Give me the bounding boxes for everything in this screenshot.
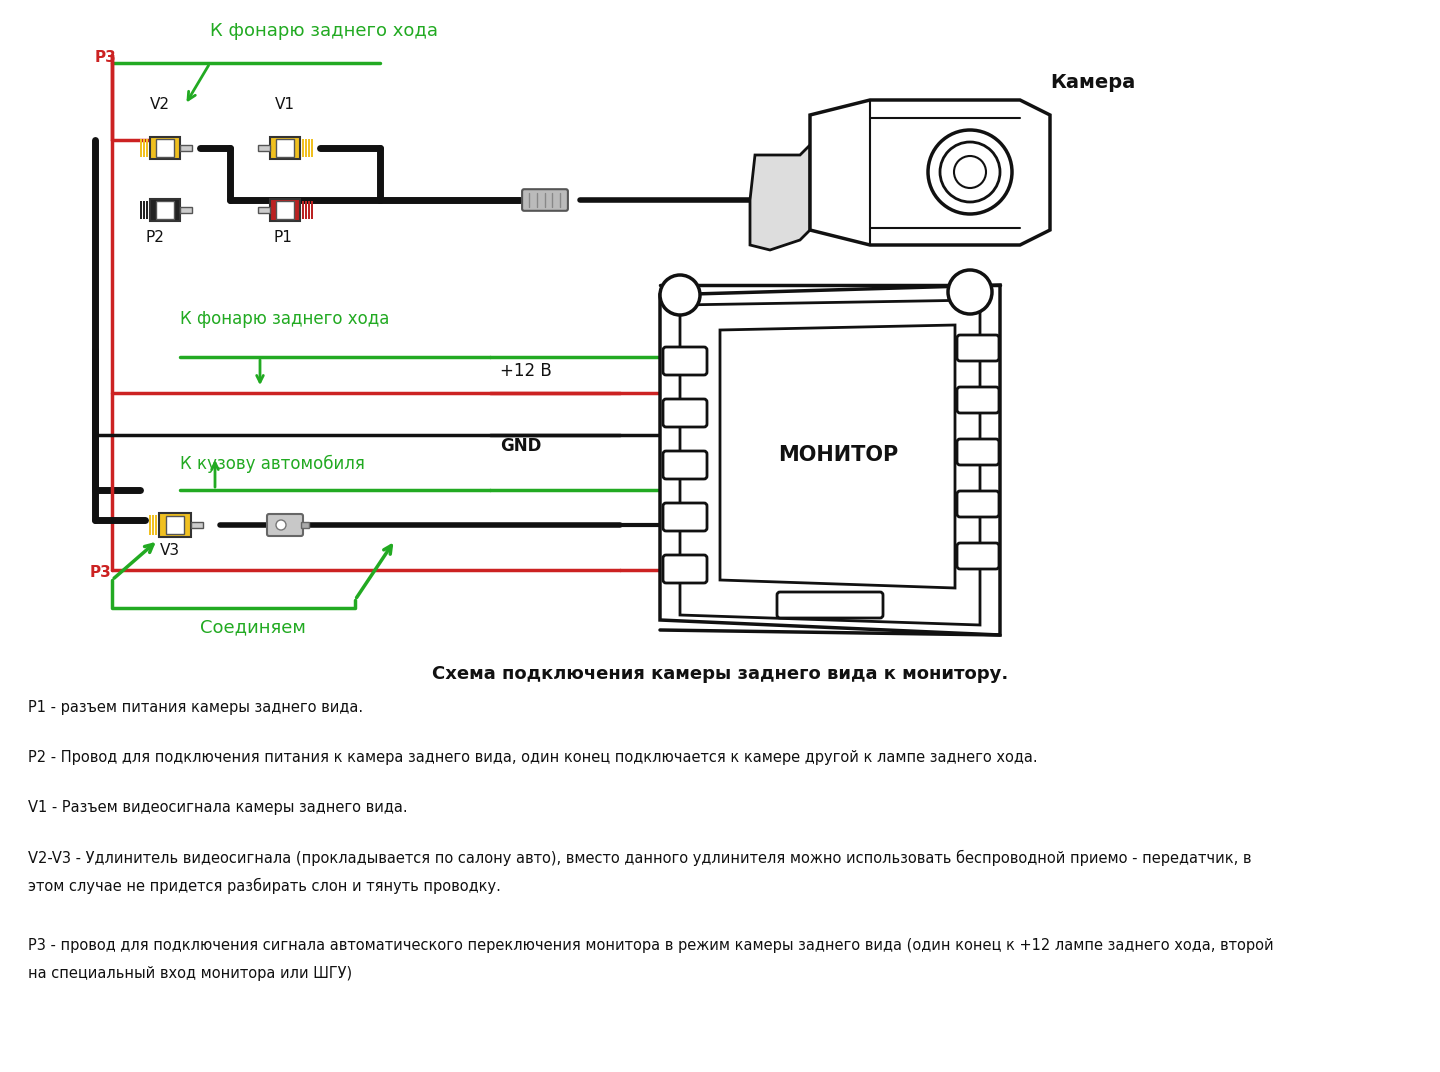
- FancyBboxPatch shape: [180, 145, 192, 151]
- FancyBboxPatch shape: [150, 136, 180, 160]
- FancyBboxPatch shape: [158, 515, 160, 535]
- FancyBboxPatch shape: [166, 516, 184, 534]
- FancyBboxPatch shape: [958, 544, 999, 569]
- FancyBboxPatch shape: [276, 202, 294, 219]
- Polygon shape: [720, 325, 955, 589]
- Text: Соединяем: Соединяем: [200, 617, 305, 636]
- Text: V3: V3: [160, 544, 180, 559]
- FancyBboxPatch shape: [305, 200, 307, 220]
- Text: V2: V2: [150, 96, 170, 111]
- FancyBboxPatch shape: [258, 207, 269, 213]
- FancyBboxPatch shape: [148, 138, 151, 158]
- Text: P1 - разъем питания камеры заднего вида.: P1 - разъем питания камеры заднего вида.: [27, 700, 363, 715]
- FancyBboxPatch shape: [269, 136, 300, 160]
- FancyBboxPatch shape: [958, 491, 999, 517]
- FancyBboxPatch shape: [156, 515, 157, 535]
- Text: Р3 - провод для подключения сигнала автоматического переключения монитора в режи: Р3 - провод для подключения сигнала авто…: [27, 938, 1273, 953]
- FancyBboxPatch shape: [148, 200, 151, 220]
- Polygon shape: [750, 145, 809, 250]
- Text: Схема подключения камеры заднего вида к монитору.: Схема подключения камеры заднего вида к …: [432, 665, 1008, 683]
- Circle shape: [948, 270, 992, 314]
- Text: P2: P2: [145, 230, 164, 245]
- Circle shape: [940, 142, 999, 202]
- Text: V1: V1: [275, 96, 295, 111]
- FancyBboxPatch shape: [305, 138, 307, 158]
- FancyBboxPatch shape: [143, 200, 145, 220]
- Circle shape: [276, 520, 287, 530]
- Text: GND: GND: [500, 437, 541, 455]
- Circle shape: [660, 276, 700, 315]
- FancyBboxPatch shape: [180, 207, 192, 213]
- Polygon shape: [660, 285, 999, 635]
- FancyBboxPatch shape: [958, 387, 999, 413]
- FancyBboxPatch shape: [143, 138, 145, 158]
- FancyBboxPatch shape: [523, 189, 567, 211]
- FancyBboxPatch shape: [302, 138, 304, 158]
- Text: P3: P3: [89, 565, 112, 580]
- Text: V2-V3 - Удлинитель видеосигнала (прокладывается по салону авто), вместо данного : V2-V3 - Удлинитель видеосигнала (проклад…: [27, 850, 1251, 866]
- Text: К кузову автомобиля: К кузову автомобиля: [180, 455, 364, 473]
- FancyBboxPatch shape: [662, 555, 707, 583]
- FancyBboxPatch shape: [140, 138, 143, 158]
- FancyBboxPatch shape: [308, 138, 310, 158]
- FancyBboxPatch shape: [311, 138, 312, 158]
- FancyBboxPatch shape: [266, 513, 302, 536]
- FancyBboxPatch shape: [153, 515, 154, 535]
- FancyBboxPatch shape: [311, 200, 312, 220]
- FancyBboxPatch shape: [140, 200, 143, 220]
- FancyBboxPatch shape: [958, 334, 999, 361]
- Text: +12 В: +12 В: [500, 362, 552, 379]
- FancyBboxPatch shape: [662, 503, 707, 531]
- FancyBboxPatch shape: [662, 347, 707, 375]
- FancyBboxPatch shape: [157, 139, 174, 157]
- FancyBboxPatch shape: [778, 592, 883, 617]
- FancyBboxPatch shape: [148, 515, 151, 535]
- FancyBboxPatch shape: [192, 522, 203, 528]
- Text: МОНИТОР: МОНИТОР: [778, 445, 899, 465]
- Text: этом случае не придется разбирать слон и тянуть проводку.: этом случае не придется разбирать слон и…: [27, 878, 501, 894]
- FancyBboxPatch shape: [308, 200, 310, 220]
- Text: P1: P1: [274, 230, 292, 245]
- FancyBboxPatch shape: [150, 198, 180, 222]
- FancyBboxPatch shape: [157, 202, 174, 219]
- FancyBboxPatch shape: [145, 200, 148, 220]
- Text: К фонарю заднего хода: К фонарю заднего хода: [210, 23, 438, 40]
- Text: Камера: Камера: [1050, 73, 1135, 92]
- Polygon shape: [809, 100, 1050, 245]
- FancyBboxPatch shape: [302, 200, 304, 220]
- Text: К фонарю заднего хода: К фонарю заднего хода: [180, 310, 389, 328]
- Text: P2 - Провод для подключения питания к камера заднего вида, один конец подключает: P2 - Провод для подключения питания к ка…: [27, 750, 1038, 765]
- Text: P3: P3: [95, 50, 117, 65]
- FancyBboxPatch shape: [276, 139, 294, 157]
- FancyBboxPatch shape: [269, 198, 300, 222]
- FancyBboxPatch shape: [158, 513, 192, 537]
- Circle shape: [927, 130, 1012, 214]
- FancyBboxPatch shape: [301, 522, 310, 528]
- FancyBboxPatch shape: [145, 138, 148, 158]
- Text: на специальный вход монитора или ШГУ): на специальный вход монитора или ШГУ): [27, 966, 353, 981]
- FancyBboxPatch shape: [258, 145, 269, 151]
- FancyBboxPatch shape: [662, 399, 707, 427]
- Polygon shape: [680, 300, 981, 625]
- FancyBboxPatch shape: [662, 451, 707, 479]
- Text: V1 - Разъем видеосигнала камеры заднего вида.: V1 - Разъем видеосигнала камеры заднего …: [27, 800, 408, 815]
- FancyBboxPatch shape: [958, 440, 999, 465]
- Circle shape: [953, 157, 986, 188]
